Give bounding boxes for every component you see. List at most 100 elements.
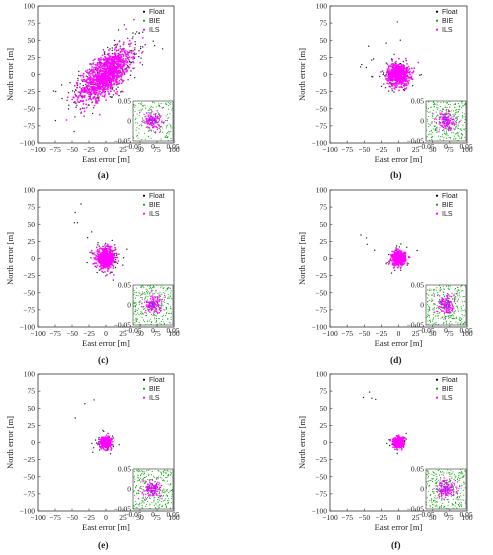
- inset-point-bie: [463, 296, 464, 297]
- point-ils: [406, 75, 408, 77]
- inset-point-bie: [141, 125, 142, 126]
- inset-point-bie: [164, 302, 165, 303]
- point-float: [134, 41, 135, 42]
- point-ils: [99, 248, 101, 250]
- inset-point-bie: [459, 292, 460, 293]
- inset-point-bie: [427, 111, 428, 112]
- inset-point-bie: [133, 104, 134, 105]
- inset-point-ils: [163, 122, 164, 123]
- point-ils: [127, 79, 129, 81]
- inset-point-bie: [140, 295, 141, 296]
- inset-y-tick-label: 0.05: [118, 281, 131, 290]
- legend-marker-ils: [143, 29, 145, 31]
- point-ils: [114, 58, 116, 60]
- point-ils: [116, 46, 118, 48]
- inset-point-float: [153, 120, 154, 121]
- inset-point-ils: [439, 121, 440, 122]
- point-ils: [388, 78, 390, 80]
- point-float: [371, 59, 372, 60]
- point-ils: [83, 76, 85, 78]
- point-ils: [405, 79, 407, 81]
- inset-point-bie: [147, 289, 148, 290]
- inset-point-bie: [161, 294, 162, 295]
- point-ils: [86, 81, 88, 83]
- point-ils: [121, 79, 123, 81]
- inset-point-ils: [453, 123, 454, 124]
- point-float: [97, 242, 98, 243]
- inset-point-float: [445, 119, 446, 120]
- legend-marker-ils: [436, 213, 438, 215]
- point-ils: [75, 95, 77, 97]
- point-ils: [392, 262, 394, 264]
- point-float: [107, 47, 108, 48]
- inset-point-bie: [163, 305, 164, 306]
- inset-point-bie: [157, 112, 158, 113]
- point-ils: [389, 75, 391, 77]
- inset-point-bie: [167, 289, 168, 290]
- point-ils: [105, 257, 107, 259]
- inset-point-ils: [445, 127, 446, 128]
- inset-point-bie: [153, 287, 154, 288]
- inset-point-ils: [150, 296, 151, 297]
- inset-point-ils: [448, 130, 449, 131]
- inset-point-bie: [455, 121, 456, 122]
- point-ils: [93, 92, 95, 94]
- inset-point-float: [152, 121, 153, 122]
- inset-point-float: [155, 122, 156, 123]
- point-ils: [119, 52, 121, 54]
- point-ils: [81, 79, 83, 81]
- inset-point-bie: [170, 131, 171, 132]
- inset-point-bie: [455, 303, 456, 304]
- inset-point-bie: [455, 288, 456, 289]
- inset-point-bie: [167, 114, 168, 115]
- inset-point-bie: [448, 318, 449, 319]
- point-ils: [111, 69, 113, 71]
- inset-point-bie: [136, 304, 137, 305]
- point-float: [122, 264, 123, 265]
- inset-point-ils: [160, 307, 161, 308]
- inset-point-bie: [138, 128, 139, 129]
- inset-point-ils: [164, 299, 165, 300]
- inset-point-bie: [445, 134, 446, 135]
- inset-point-bie: [139, 125, 140, 126]
- inset-point-ils: [157, 128, 158, 129]
- inset-point-bie: [444, 317, 445, 318]
- inset-point-bie: [426, 137, 427, 138]
- inset-point-bie: [433, 114, 434, 115]
- point-float: [95, 266, 96, 267]
- inset-point-bie: [455, 104, 456, 105]
- inset-point-bie: [149, 320, 150, 321]
- point-ils: [117, 43, 119, 45]
- point-ils: [118, 41, 120, 43]
- point-ils: [91, 68, 93, 70]
- point-ils: [82, 75, 84, 77]
- inset-point-ils: [159, 117, 160, 118]
- inset-point-ils: [146, 120, 147, 121]
- point-ils: [141, 52, 143, 54]
- point-ils: [404, 255, 406, 257]
- point-float: [120, 46, 121, 47]
- inset-point-bie: [145, 121, 146, 122]
- point-float: [388, 254, 389, 255]
- inset-point-ils: [452, 121, 453, 122]
- inset-point-bie: [136, 288, 137, 289]
- inset-point-bie: [461, 130, 462, 131]
- point-float: [407, 264, 408, 265]
- point-ils: [93, 96, 95, 98]
- x-axis-label: East error [m]: [375, 338, 423, 348]
- inset-point-bie: [151, 113, 152, 114]
- inset-point-ils: [156, 118, 157, 119]
- point-ils: [134, 47, 136, 49]
- inset-point-bie: [446, 129, 447, 130]
- inset-point-bie: [436, 290, 437, 291]
- inset-point-bie: [452, 114, 453, 115]
- inset-point-bie: [149, 110, 150, 111]
- inset-point-bie: [134, 290, 135, 291]
- inset-point-float: [152, 303, 153, 304]
- point-ils: [123, 44, 125, 46]
- inset-point-bie: [432, 319, 433, 320]
- inset-point-bie: [448, 286, 449, 287]
- inset-point-ils: [442, 122, 443, 123]
- point-ils: [401, 65, 403, 67]
- inset-point-bie: [439, 127, 440, 128]
